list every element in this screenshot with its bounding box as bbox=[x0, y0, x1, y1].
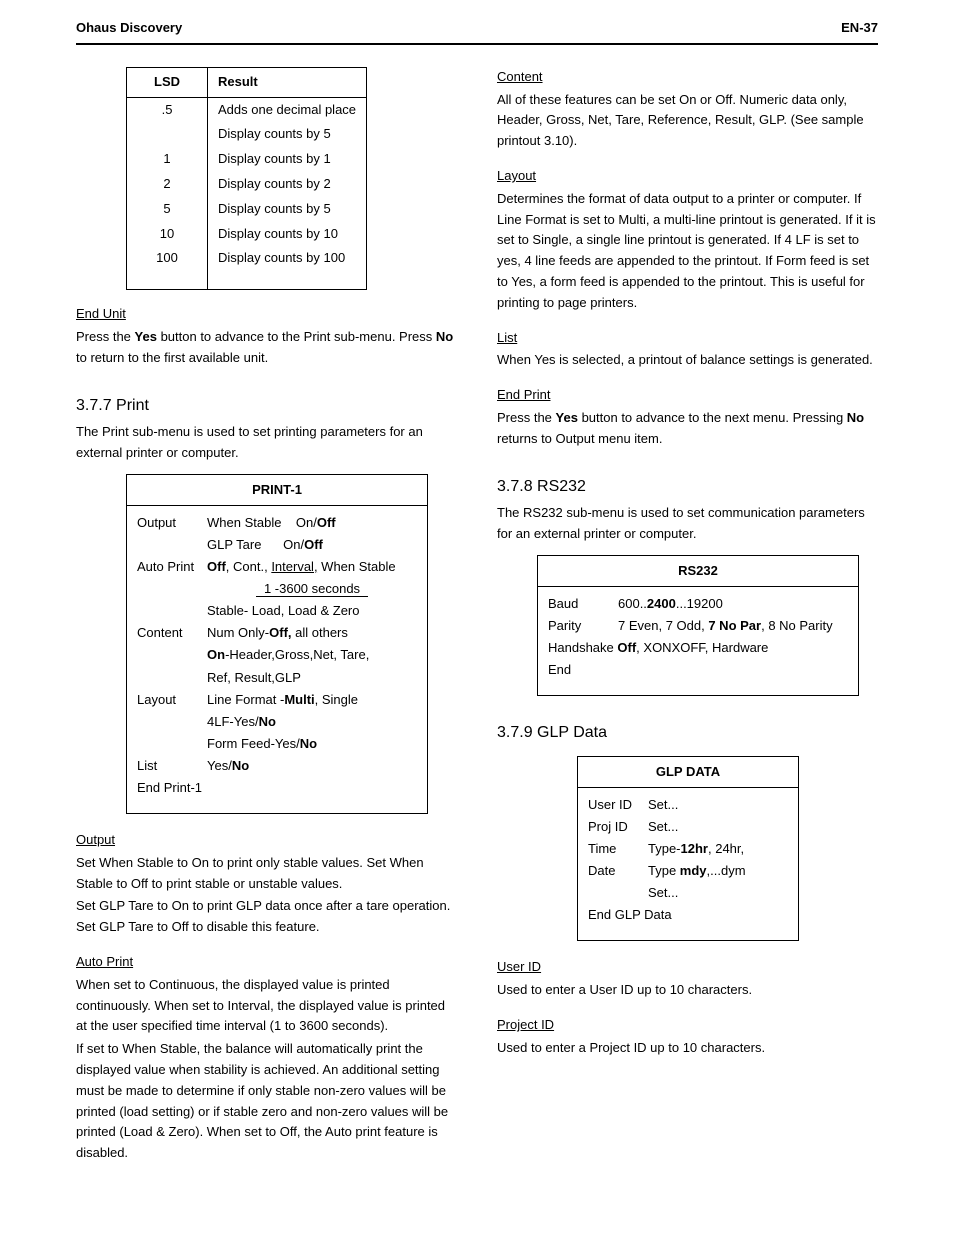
page: Ohaus Discovery EN-37 LSD Result .5Adds … bbox=[0, 0, 954, 1235]
lsd-header-1: Result bbox=[208, 67, 367, 97]
print-row: GLP Tare On/Off bbox=[137, 534, 417, 556]
rs232-row: Baud600..2400...19200 bbox=[548, 593, 848, 615]
projid-text: Used to enter a Project ID up to 10 char… bbox=[497, 1038, 878, 1059]
header-left: Ohaus Discovery bbox=[76, 18, 182, 39]
print-row: Form Feed-Yes/No bbox=[137, 733, 417, 755]
print-row: Stable- Load, Load & Zero bbox=[137, 600, 417, 622]
lsd-cell: 5 bbox=[127, 197, 208, 222]
lsd-cell: Display counts by 5 bbox=[208, 122, 367, 147]
autoprint-heading: Auto Print bbox=[76, 952, 457, 973]
lsd-cell: Display counts by 5 bbox=[208, 197, 367, 222]
glp-data-box: GLP DATA User IDSet... Proj IDSet... Tim… bbox=[577, 756, 799, 942]
print-row: ListYes/No bbox=[137, 755, 417, 777]
glp-row: DateType mdy,...dym bbox=[588, 860, 788, 882]
section-377-title: 3.7.7 Print bbox=[76, 393, 457, 419]
print-row: 1 -3600 seconds bbox=[137, 578, 417, 600]
lsd-cell: .5 bbox=[127, 97, 208, 122]
print-row: LayoutLine Format -Multi, Single bbox=[137, 689, 417, 711]
print-row: 4LF-Yes/No bbox=[137, 711, 417, 733]
content-text: All of these features can be set On or O… bbox=[497, 90, 878, 152]
print-row: End Print-1 bbox=[137, 777, 417, 799]
lsd-cell: Display counts by 2 bbox=[208, 172, 367, 197]
two-column-layout: LSD Result .5Adds one decimal place Disp… bbox=[76, 67, 878, 1166]
left-column: LSD Result .5Adds one decimal place Disp… bbox=[76, 67, 457, 1166]
userid-text: Used to enter a User ID up to 10 charact… bbox=[497, 980, 878, 1001]
lsd-cell bbox=[127, 122, 208, 147]
print-row: Auto PrintOff, Cont., Interval, When Sta… bbox=[137, 556, 417, 578]
section-378-text: The RS232 sub-menu is used to set commun… bbox=[497, 503, 878, 545]
list-text: When Yes is selected, a printout of bala… bbox=[497, 350, 878, 371]
section-377-text: The Print sub-menu is used to set printi… bbox=[76, 422, 457, 464]
lsd-cell: Adds one decimal place bbox=[208, 97, 367, 122]
output-heading: Output bbox=[76, 830, 457, 851]
list-heading: List bbox=[497, 328, 878, 349]
print-1-box: PRINT-1 OutputWhen Stable On/Off GLP Tar… bbox=[126, 474, 428, 814]
lsd-body: .5Adds one decimal place Display counts … bbox=[127, 97, 367, 290]
print-row-label: Output bbox=[137, 512, 207, 534]
page-header: Ohaus Discovery EN-37 bbox=[76, 18, 878, 45]
output-p1: Set When Stable to On to print only stab… bbox=[76, 853, 457, 895]
glp-row: Set... bbox=[588, 882, 788, 904]
print-row: Ref, Result,GLP bbox=[137, 667, 417, 689]
print-box-title: PRINT-1 bbox=[127, 475, 427, 506]
lsd-cell: 2 bbox=[127, 172, 208, 197]
section-379-title: 3.7.9 GLP Data bbox=[497, 720, 878, 746]
print-row-val: When Stable On/Off bbox=[207, 512, 417, 534]
layout-heading: Layout bbox=[497, 166, 878, 187]
rs232-row: Handshake Off, XONXOFF, Hardware bbox=[548, 637, 848, 659]
content-heading: Content bbox=[497, 67, 878, 88]
glp-row: End GLP Data bbox=[588, 904, 788, 926]
lsd-cell: 100 bbox=[127, 246, 208, 271]
rs232-box: RS232 Baud600..2400...19200 Parity7 Even… bbox=[537, 555, 859, 696]
lsd-cell: Display counts by 1 bbox=[208, 147, 367, 172]
lsd-cell: Display counts by 10 bbox=[208, 222, 367, 247]
header-right: EN-37 bbox=[841, 18, 878, 39]
glp-box-title: GLP DATA bbox=[578, 757, 798, 788]
autoprint-p1: When set to Continuous, the displayed va… bbox=[76, 975, 457, 1037]
glp-row: TimeType-12hr, 24hr, bbox=[588, 838, 788, 860]
lsd-cell: 10 bbox=[127, 222, 208, 247]
section-378-title: 3.7.8 RS232 bbox=[497, 474, 878, 500]
glp-row: User IDSet... bbox=[588, 794, 788, 816]
lsd-cell: Display counts by 100 bbox=[208, 246, 367, 271]
print-row: ContentNum Only-Off, all others bbox=[137, 622, 417, 644]
endprint-heading: End Print bbox=[497, 385, 878, 406]
projid-heading: Project ID bbox=[497, 1015, 878, 1036]
end-unit-heading: End Unit bbox=[76, 304, 457, 325]
rs232-row: Parity7 Even, 7 Odd, 7 No Par, 8 No Pari… bbox=[548, 615, 848, 637]
autoprint-p2: If set to When Stable, the balance will … bbox=[76, 1039, 457, 1164]
print-row: On-Header,Gross,Net, Tare, bbox=[137, 644, 417, 666]
output-p2: Set GLP Tare to On to print GLP data onc… bbox=[76, 896, 457, 938]
lsd-cell: 1 bbox=[127, 147, 208, 172]
rs232-box-title: RS232 bbox=[538, 556, 858, 587]
glp-row: Proj IDSet... bbox=[588, 816, 788, 838]
lsd-header-0: LSD bbox=[127, 67, 208, 97]
userid-heading: User ID bbox=[497, 957, 878, 978]
lsd-table: LSD Result .5Adds one decimal place Disp… bbox=[126, 67, 367, 290]
right-column: Content All of these features can be set… bbox=[497, 67, 878, 1166]
endprint-text: Press the Yes button to advance to the n… bbox=[497, 408, 878, 450]
end-unit-text: Press the Yes button to advance to the P… bbox=[76, 327, 457, 369]
rs232-row: End bbox=[548, 659, 848, 681]
layout-text: Determines the format of data output to … bbox=[497, 189, 878, 314]
